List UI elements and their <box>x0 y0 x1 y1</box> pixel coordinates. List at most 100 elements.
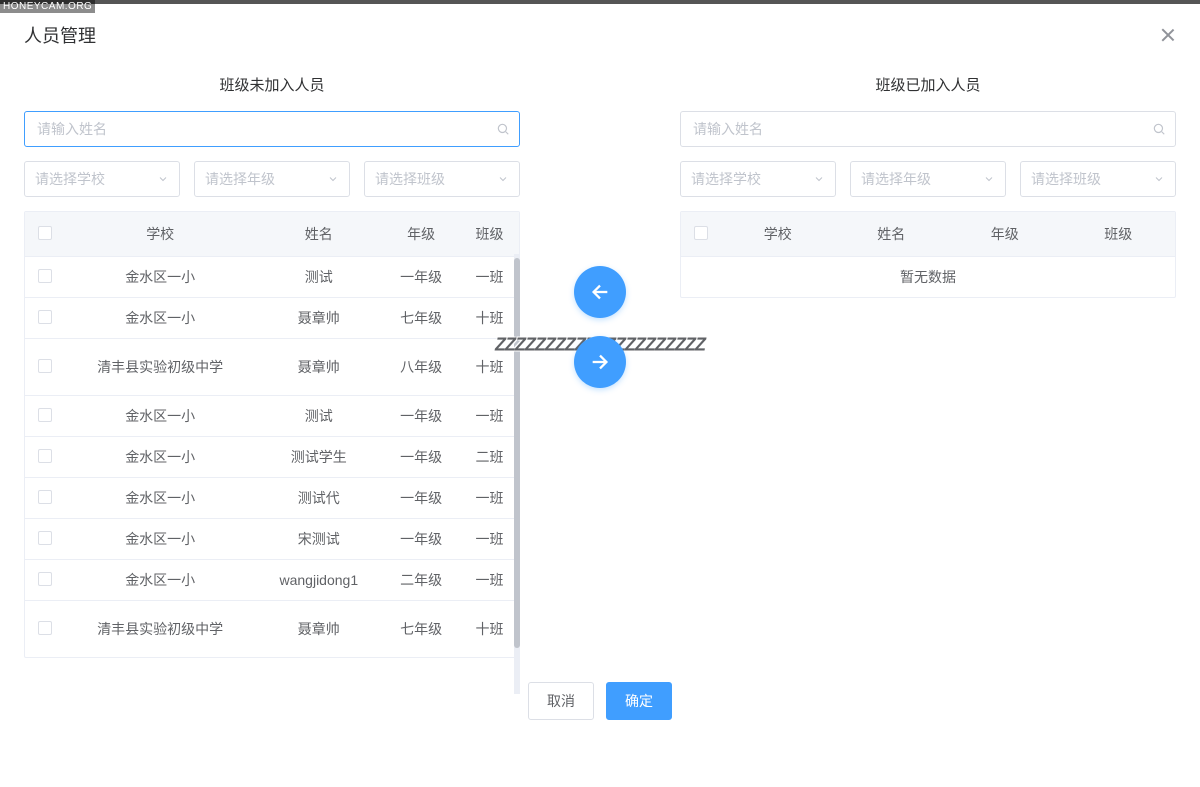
select-placeholder: 请选择班级 <box>375 169 445 189</box>
chevron-down-icon <box>813 173 825 185</box>
left-table: 学校 姓名 年级 班级 金水区一小测试一年级一班金水区一小聂章帅七年级十班清丰县… <box>24 211 520 658</box>
row-checkbox[interactable] <box>38 572 52 586</box>
cell-grade: 二年级 <box>382 560 460 601</box>
right-select-class[interactable]: 请选择班级 <box>1020 161 1176 197</box>
select-placeholder: 请选择学校 <box>35 169 105 189</box>
cell-grade: 七年级 <box>382 601 460 658</box>
cell-school: 金水区一小 <box>65 257 255 298</box>
cell-school: 金水区一小 <box>65 560 255 601</box>
chevron-down-icon <box>983 173 995 185</box>
cell-class: 一班 <box>460 519 519 560</box>
cell-class: 一班 <box>460 478 519 519</box>
left-select-school[interactable]: 请选择学校 <box>24 161 180 197</box>
table-row[interactable]: 清丰县实验初级中学聂章帅七年级十班 <box>25 601 519 658</box>
cell-name: 测试 <box>255 396 382 437</box>
cell-name: wangjidong1 <box>255 560 382 601</box>
cell-class: 十班 <box>460 339 519 396</box>
scrollbar[interactable] <box>514 254 520 694</box>
scrollbar-thumb[interactable] <box>514 258 520 648</box>
table-row[interactable]: 清丰县实验初级中学聂章帅八年级十班 <box>25 339 519 396</box>
row-checkbox[interactable] <box>38 531 52 545</box>
col-name: 姓名 <box>835 212 949 257</box>
right-select-grade[interactable]: 请选择年级 <box>850 161 1006 197</box>
watermark-top: HONEYCAM.ORG <box>0 0 95 13</box>
col-class: 班级 <box>1062 212 1176 257</box>
header-checkbox[interactable] <box>694 226 708 240</box>
col-school: 学校 <box>65 212 255 257</box>
col-class: 班级 <box>460 212 519 257</box>
right-table: 学校 姓名 年级 班级 暂无数据 <box>680 211 1176 298</box>
cell-name: 宋测试 <box>255 519 382 560</box>
row-checkbox[interactable] <box>38 449 52 463</box>
row-checkbox[interactable] <box>38 310 52 324</box>
left-panel: 班级未加入人员 请选择学校 请选择年级 请选择班级 <box>24 66 520 658</box>
cell-school: 金水区一小 <box>65 519 255 560</box>
table-row[interactable]: 金水区一小聂章帅七年级十班 <box>25 298 519 339</box>
cell-class: 二班 <box>460 437 519 478</box>
cell-name: 聂章帅 <box>255 601 382 658</box>
col-school: 学校 <box>721 212 835 257</box>
table-row[interactable]: 金水区一小宋测试一年级一班 <box>25 519 519 560</box>
chevron-down-icon <box>1153 173 1165 185</box>
cell-class: 十班 <box>460 601 519 658</box>
empty-text: 暂无数据 <box>681 257 1175 298</box>
close-icon[interactable] <box>1160 27 1176 43</box>
header-checkbox[interactable] <box>38 226 52 240</box>
cell-grade: 一年级 <box>382 257 460 298</box>
right-search <box>680 111 1176 147</box>
search-input-left[interactable] <box>24 111 520 147</box>
cell-name: 测试 <box>255 257 382 298</box>
cell-grade: 一年级 <box>382 437 460 478</box>
row-checkbox[interactable] <box>38 359 52 373</box>
table-row[interactable]: 金水区一小测试一年级一班 <box>25 396 519 437</box>
table-row[interactable]: 金水区一小测试学生一年级二班 <box>25 437 519 478</box>
cell-name: 聂章帅 <box>255 339 382 396</box>
chevron-down-icon <box>497 173 509 185</box>
left-filters: 请选择学校 请选择年级 请选择班级 <box>24 161 520 197</box>
select-placeholder: 请选择年级 <box>861 169 931 189</box>
confirm-button[interactable]: 确定 <box>606 682 672 720</box>
cell-name: 测试学生 <box>255 437 382 478</box>
select-placeholder: 请选择年级 <box>205 169 275 189</box>
table-row[interactable]: 金水区一小wangjidong1二年级一班 <box>25 560 519 601</box>
col-grade: 年级 <box>948 212 1062 257</box>
cell-grade: 一年级 <box>382 519 460 560</box>
search-input-right[interactable] <box>680 111 1176 147</box>
table-row[interactable]: 金水区一小测试一年级一班 <box>25 257 519 298</box>
row-checkbox[interactable] <box>38 408 52 422</box>
cancel-button[interactable]: 取消 <box>528 682 594 720</box>
left-panel-title: 班级未加入人员 <box>24 66 520 111</box>
left-select-class[interactable]: 请选择班级 <box>364 161 520 197</box>
cell-class: 一班 <box>460 257 519 298</box>
cell-class: 一班 <box>460 560 519 601</box>
cell-school: 金水区一小 <box>65 478 255 519</box>
cell-name: 聂章帅 <box>255 298 382 339</box>
arrow-right-icon <box>589 351 611 373</box>
cell-name: 测试代 <box>255 478 382 519</box>
cell-school: 清丰县实验初级中学 <box>65 339 255 396</box>
move-left-button[interactable] <box>574 266 626 318</box>
col-grade: 年级 <box>382 212 460 257</box>
search-icon[interactable] <box>1152 122 1166 136</box>
cell-grade: 一年级 <box>382 396 460 437</box>
move-right-button[interactable] <box>574 336 626 388</box>
col-name: 姓名 <box>255 212 382 257</box>
left-select-grade[interactable]: 请选择年级 <box>194 161 350 197</box>
cell-school: 金水区一小 <box>65 437 255 478</box>
arrow-left-icon <box>589 281 611 303</box>
search-icon[interactable] <box>496 122 510 136</box>
transfer-buttons <box>574 266 626 388</box>
chevron-down-icon <box>327 173 339 185</box>
row-checkbox[interactable] <box>38 621 52 635</box>
cell-school: 金水区一小 <box>65 298 255 339</box>
left-search <box>24 111 520 147</box>
cell-school: 清丰县实验初级中学 <box>65 601 255 658</box>
cell-grade: 七年级 <box>382 298 460 339</box>
select-placeholder: 请选择学校 <box>691 169 761 189</box>
cell-class: 十班 <box>460 298 519 339</box>
table-row[interactable]: 金水区一小测试代一年级一班 <box>25 478 519 519</box>
row-checkbox[interactable] <box>38 269 52 283</box>
right-select-school[interactable]: 请选择学校 <box>680 161 836 197</box>
row-checkbox[interactable] <box>38 490 52 504</box>
chevron-down-icon <box>157 173 169 185</box>
